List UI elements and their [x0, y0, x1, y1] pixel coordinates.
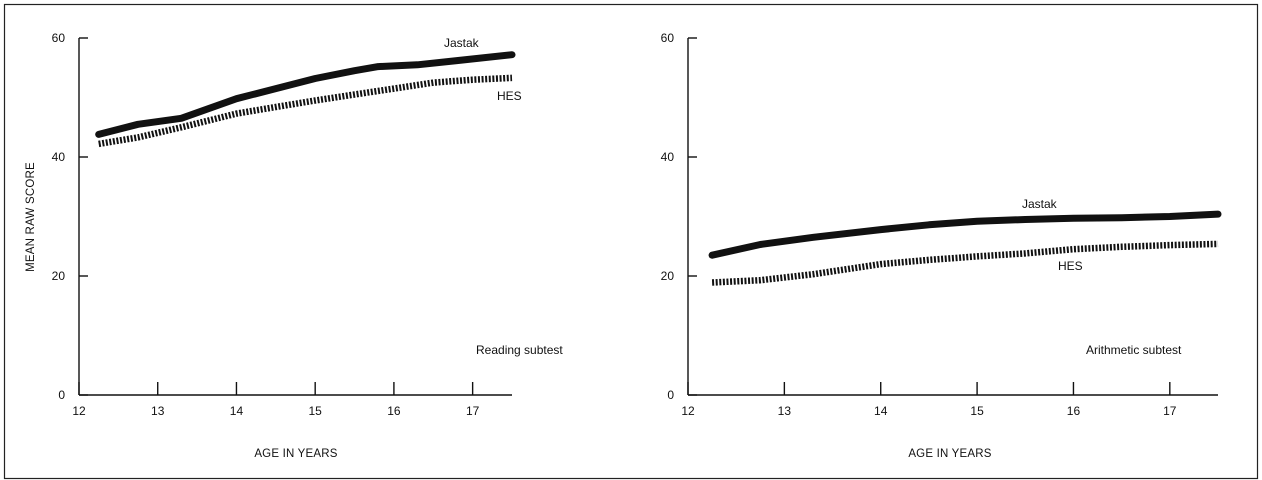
y-tick-label: 60 [52, 31, 66, 45]
y-axis-title: MEAN RAW SCORE [25, 162, 37, 272]
figure-frame [3, 3, 1259, 480]
subtest-label: Reading subtest [476, 343, 563, 357]
x-tick-label: 12 [681, 404, 695, 418]
x-tick-label: 15 [970, 404, 984, 418]
x-tick-label: 16 [1067, 404, 1081, 418]
y-tick-label: 60 [661, 31, 675, 45]
series-label-jastak: Jastak [444, 36, 480, 50]
y-tick-label: 40 [661, 150, 675, 164]
plot-lines [95, 51, 516, 148]
plot-lines [708, 210, 1222, 286]
y-ticks: 0 20 40 60 [661, 31, 697, 402]
y-tick-label: 20 [52, 269, 66, 283]
x-tick-label: 14 [874, 404, 888, 418]
x-tick-label: 14 [230, 404, 244, 418]
y-ticks: 0 20 40 60 [52, 31, 88, 402]
x-tick-label: 17 [466, 404, 480, 418]
series-line-hes [711, 240, 1219, 286]
series-line-jastak [708, 210, 1222, 259]
y-tick-label: 0 [667, 388, 674, 402]
x-tick-label: 13 [778, 404, 792, 418]
series-label-jastak: Jastak [1022, 197, 1058, 211]
series-label-hes: HES [1058, 259, 1083, 273]
x-tick-label: 12 [72, 404, 86, 418]
x-tick-label: 15 [309, 404, 323, 418]
chart-reading: 0 20 40 60 12 13 14 15 16 17 MEAN RAW SCORE AGE … [25, 31, 563, 460]
x-tick-label: 13 [151, 404, 165, 418]
x-tick-label: 17 [1163, 404, 1177, 418]
subtest-label: Arithmetic subtest [1086, 343, 1182, 357]
series-line-jastak [95, 51, 516, 138]
series-line-hes [98, 74, 513, 148]
x-ticks: 12 13 14 15 16 17 [72, 382, 480, 418]
y-tick-label: 40 [52, 150, 66, 164]
y-tick-label: 20 [661, 269, 675, 283]
series-label-hes: HES [497, 89, 522, 103]
y-tick-label: 0 [58, 388, 65, 402]
x-ticks: 12 13 14 15 16 17 [681, 382, 1177, 418]
x-axis-title: AGE IN YEARS [908, 448, 991, 460]
chart-arithmetic: 0 20 40 60 12 13 14 15 16 17 AGE IN YEARS Arithm… [661, 31, 1222, 460]
x-axis-title: AGE IN YEARS [254, 448, 337, 460]
x-tick-label: 16 [387, 404, 401, 418]
